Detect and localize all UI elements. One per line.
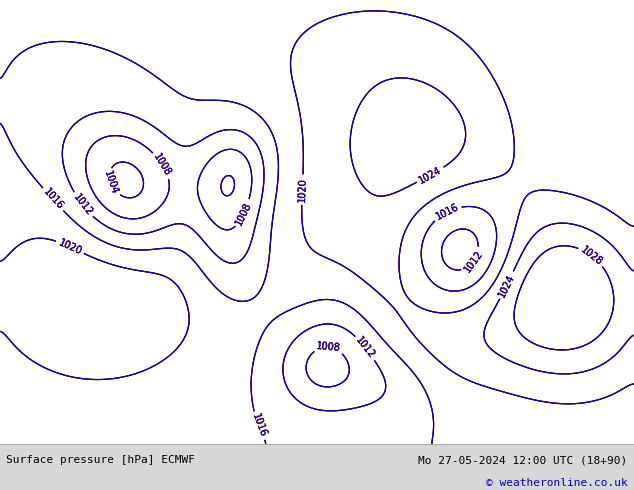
Text: 1004: 1004	[103, 170, 120, 196]
Text: Mo 27-05-2024 12:00 UTC (18+90): Mo 27-05-2024 12:00 UTC (18+90)	[418, 455, 628, 465]
Text: Surface pressure [hPa] ECMWF: Surface pressure [hPa] ECMWF	[6, 455, 195, 465]
Text: 1020: 1020	[297, 177, 308, 202]
Text: 1020: 1020	[297, 177, 308, 202]
Text: 1008: 1008	[152, 152, 173, 178]
Text: 1024: 1024	[417, 165, 444, 185]
Text: 1008: 1008	[234, 200, 254, 226]
Text: 1004: 1004	[103, 170, 120, 196]
Text: 1008: 1008	[152, 152, 173, 178]
Text: 1012: 1012	[354, 335, 377, 361]
Text: 1028: 1028	[579, 245, 604, 267]
Text: 1008: 1008	[234, 200, 254, 226]
Text: 1012: 1012	[462, 248, 484, 274]
Text: 1016: 1016	[434, 202, 460, 222]
Text: 1008: 1008	[316, 341, 341, 353]
Text: © weatheronline.co.uk: © weatheronline.co.uk	[486, 478, 628, 488]
Text: 1016: 1016	[434, 202, 460, 222]
Text: 1020: 1020	[56, 238, 83, 257]
Text: 1008: 1008	[234, 200, 254, 226]
Text: 1008: 1008	[152, 152, 173, 178]
Text: 1024: 1024	[497, 272, 517, 298]
Text: 1016: 1016	[41, 187, 65, 212]
Text: 1020: 1020	[56, 238, 83, 257]
Text: 1012: 1012	[354, 335, 377, 361]
Text: 1012: 1012	[354, 335, 377, 361]
Text: 1016: 1016	[41, 187, 65, 212]
Text: 1012: 1012	[462, 248, 484, 274]
Text: 1024: 1024	[417, 165, 444, 185]
Text: 1016: 1016	[434, 202, 460, 222]
Text: 1016: 1016	[250, 413, 268, 439]
Text: 1012: 1012	[71, 192, 94, 218]
Text: 1028: 1028	[579, 245, 604, 267]
Text: 1020: 1020	[56, 238, 83, 257]
Text: 1004: 1004	[103, 170, 120, 196]
Text: 1012: 1012	[71, 192, 94, 218]
Text: 1008: 1008	[316, 341, 341, 353]
Text: 1016: 1016	[250, 413, 268, 439]
Text: 1008: 1008	[316, 341, 341, 353]
Text: 1024: 1024	[497, 272, 517, 298]
Text: 1016: 1016	[250, 413, 268, 439]
Text: 1020: 1020	[297, 177, 308, 202]
Text: 1012: 1012	[462, 248, 484, 274]
Text: 1024: 1024	[417, 165, 444, 185]
Text: 1024: 1024	[497, 272, 517, 298]
Text: 1012: 1012	[71, 192, 94, 218]
Text: 1016: 1016	[41, 187, 65, 212]
Text: 1028: 1028	[579, 245, 604, 267]
